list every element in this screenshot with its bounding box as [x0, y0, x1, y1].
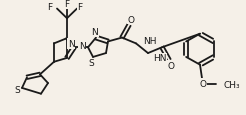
Text: F: F: [77, 3, 83, 12]
Text: S: S: [88, 59, 94, 68]
Text: F: F: [47, 3, 53, 12]
Text: O: O: [127, 16, 135, 24]
Text: O: O: [168, 62, 174, 70]
Text: HN: HN: [153, 54, 167, 63]
Text: N: N: [79, 41, 86, 50]
Text: S: S: [14, 86, 20, 95]
Text: NH: NH: [143, 37, 156, 46]
Text: N: N: [92, 28, 98, 37]
Text: F: F: [64, 0, 70, 9]
Text: O: O: [200, 79, 206, 88]
Text: N: N: [68, 40, 75, 48]
Text: CH₃: CH₃: [223, 80, 240, 89]
